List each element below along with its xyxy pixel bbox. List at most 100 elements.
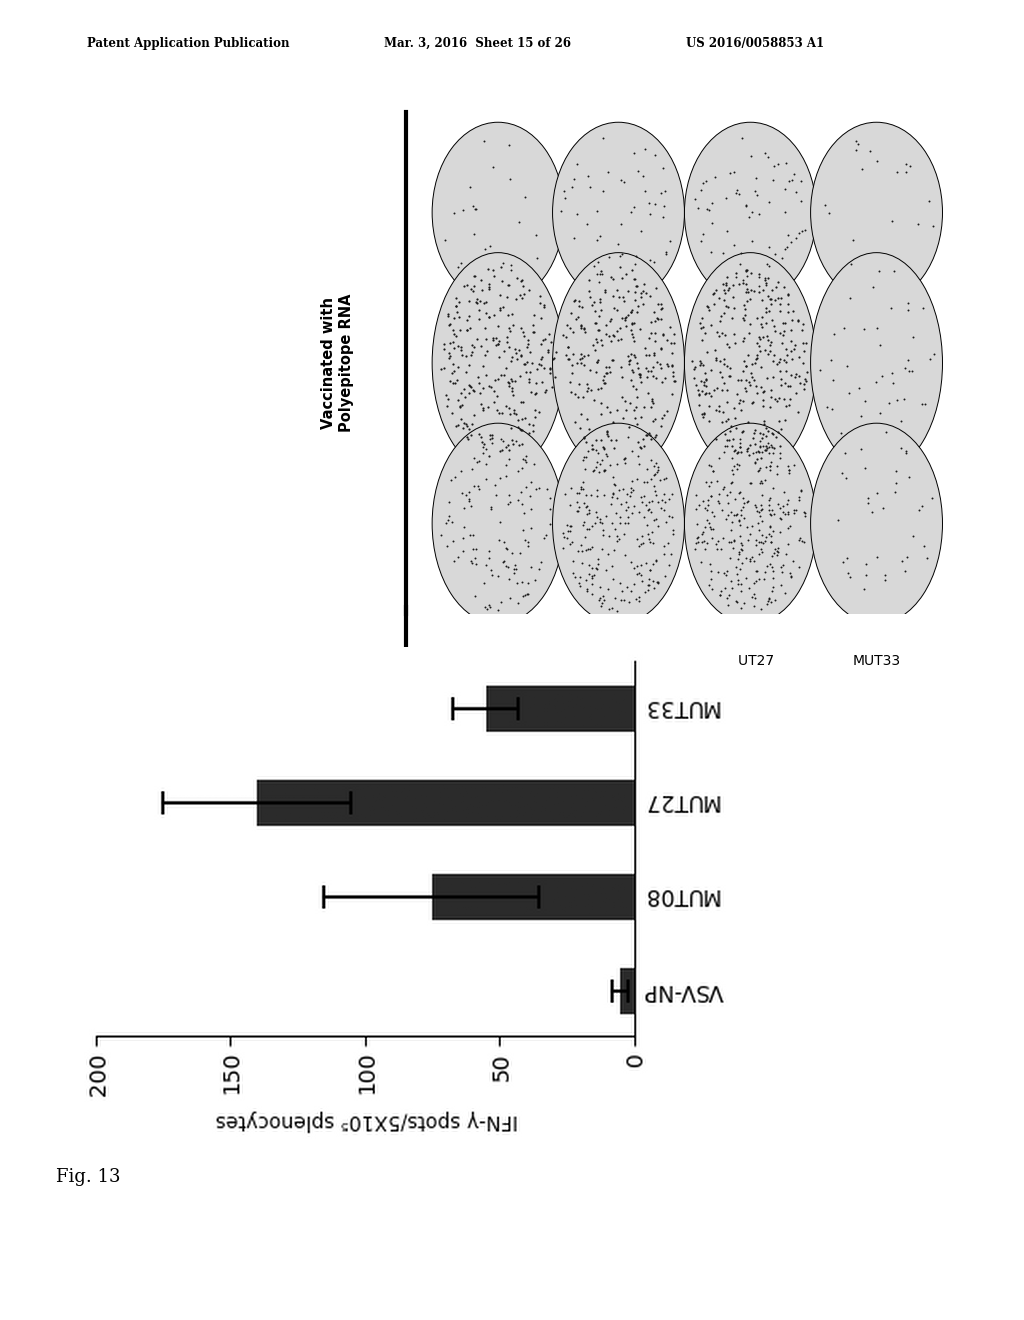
Point	[645, 532, 662, 553]
Point	[584, 568, 600, 589]
Point	[593, 404, 609, 425]
Point	[782, 388, 799, 409]
Point	[793, 480, 809, 502]
Point	[449, 296, 465, 317]
Point	[462, 524, 478, 545]
Point	[749, 500, 765, 521]
Point	[733, 441, 750, 462]
Point	[714, 379, 730, 400]
Point	[885, 372, 901, 393]
Point	[467, 198, 483, 219]
Point	[639, 574, 655, 595]
Point	[762, 488, 778, 510]
Point	[452, 396, 468, 417]
Point	[596, 374, 612, 395]
Point	[501, 484, 517, 506]
Point	[567, 289, 584, 310]
Point	[926, 343, 942, 364]
Point	[647, 463, 664, 484]
Point	[638, 552, 654, 573]
Point	[690, 380, 707, 401]
Point	[524, 414, 541, 436]
Point	[873, 366, 890, 387]
Point	[604, 569, 621, 590]
Point	[758, 440, 774, 461]
Point	[638, 358, 654, 379]
Point	[711, 531, 727, 552]
Point	[780, 459, 797, 480]
Point	[775, 321, 792, 342]
Point	[485, 265, 502, 286]
Point	[494, 440, 510, 461]
Point	[785, 499, 802, 520]
Point	[591, 305, 607, 326]
Point	[559, 527, 575, 548]
Point	[511, 543, 527, 564]
Point	[646, 343, 663, 364]
Point	[749, 381, 765, 403]
Point	[741, 523, 758, 544]
Point	[734, 128, 751, 149]
Point	[777, 583, 794, 605]
Point	[739, 529, 756, 550]
Point	[585, 461, 601, 482]
Point	[904, 525, 921, 546]
Point	[606, 519, 623, 540]
Point	[633, 554, 649, 576]
Point	[523, 557, 540, 578]
Point	[711, 447, 727, 469]
Point	[471, 424, 487, 445]
Point	[505, 314, 521, 335]
Point	[472, 269, 488, 290]
Point	[732, 429, 749, 450]
Point	[767, 388, 783, 409]
Point	[459, 275, 475, 296]
Point	[439, 304, 456, 325]
Point	[473, 426, 489, 447]
Point	[473, 393, 489, 414]
Point	[649, 459, 666, 480]
Point	[514, 457, 530, 478]
Point	[732, 581, 749, 602]
Point	[750, 347, 766, 368]
Point	[513, 420, 529, 441]
Point	[659, 352, 676, 374]
Point	[760, 433, 776, 454]
Point	[711, 483, 727, 504]
Point	[482, 499, 499, 520]
Point	[692, 355, 709, 376]
Point	[699, 490, 716, 511]
Text: MUT33: MUT33	[853, 653, 900, 668]
Point	[445, 529, 462, 550]
Point	[646, 301, 663, 322]
Point	[748, 570, 764, 591]
Point	[744, 428, 761, 449]
Point	[751, 544, 767, 565]
Point	[562, 520, 579, 541]
Point	[464, 459, 480, 480]
Point	[595, 181, 611, 202]
Point	[579, 504, 595, 525]
Point	[778, 236, 795, 257]
Point	[655, 469, 672, 490]
Point	[461, 355, 477, 376]
Point	[616, 310, 633, 331]
Point	[473, 280, 489, 301]
Point	[602, 267, 618, 288]
Point	[616, 172, 633, 193]
Text: US 2016/0058853 A1: US 2016/0058853 A1	[686, 37, 824, 50]
Point	[593, 392, 609, 413]
Point	[631, 562, 647, 583]
Point	[557, 326, 573, 347]
Point	[456, 516, 472, 537]
Point	[904, 326, 921, 347]
Point	[731, 510, 748, 531]
Point	[453, 383, 469, 404]
Point	[459, 309, 475, 330]
Point	[739, 441, 756, 462]
Point	[796, 502, 812, 523]
Point	[685, 367, 701, 388]
Point	[662, 488, 678, 510]
Point	[751, 459, 767, 480]
Point	[708, 400, 724, 421]
